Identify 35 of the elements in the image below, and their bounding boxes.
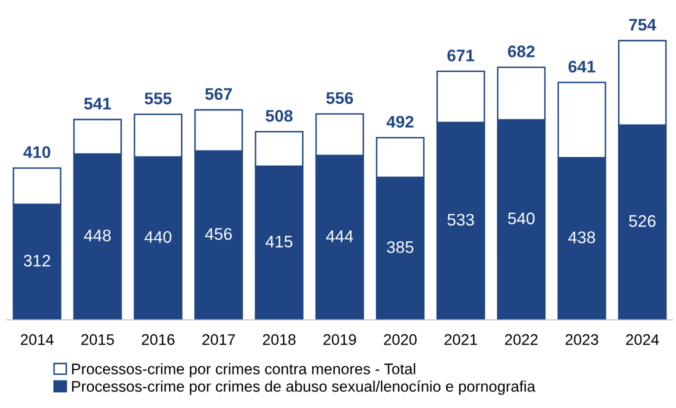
data-label: 540: [508, 212, 535, 224]
data-label: 415: [266, 236, 292, 248]
x-tick-label: 2018: [262, 334, 296, 345]
data-label: 526: [629, 215, 656, 227]
total-label: 682: [508, 46, 535, 58]
total-label: 508: [266, 110, 293, 122]
x-tick-label: 2015: [81, 334, 114, 345]
x-tick-label: 2019: [323, 334, 356, 345]
total-label: 492: [386, 116, 414, 128]
total-label: 641: [568, 60, 596, 73]
total-label: 555: [144, 92, 172, 104]
data-label: 448: [84, 230, 111, 242]
legend-label: Processos-crime por crimes de abuso sexual/lenocínio e pornografia: [72, 380, 536, 395]
data-label: 456: [205, 228, 232, 240]
x-tick-label: 2016: [142, 334, 174, 345]
data-label: 440: [144, 231, 172, 243]
x-tick-label: 2014: [20, 334, 54, 345]
x-tick-label: 2022: [505, 334, 538, 345]
data-label: 444: [326, 230, 354, 242]
x-tick-label: 2020: [384, 334, 417, 345]
total-label: 410: [23, 146, 50, 158]
data-label: 438: [568, 231, 595, 244]
x-tick-label: 2021: [444, 334, 478, 345]
x-tick-label: 2017: [202, 334, 235, 345]
total-label: 541: [84, 98, 111, 110]
data-label: 385: [386, 241, 414, 254]
data-label: 533: [448, 214, 474, 226]
total-label: 754: [629, 19, 656, 31]
total-label: 556: [326, 92, 353, 104]
legend-label: Processos-crime por crimes contra menores - Total: [72, 363, 416, 378]
data-label: 312: [24, 254, 50, 267]
total-label: 567: [205, 88, 232, 100]
total-label: 671: [447, 50, 474, 62]
x-tick-label: 2023: [566, 334, 598, 345]
x-tick-label: 2024: [626, 334, 659, 345]
